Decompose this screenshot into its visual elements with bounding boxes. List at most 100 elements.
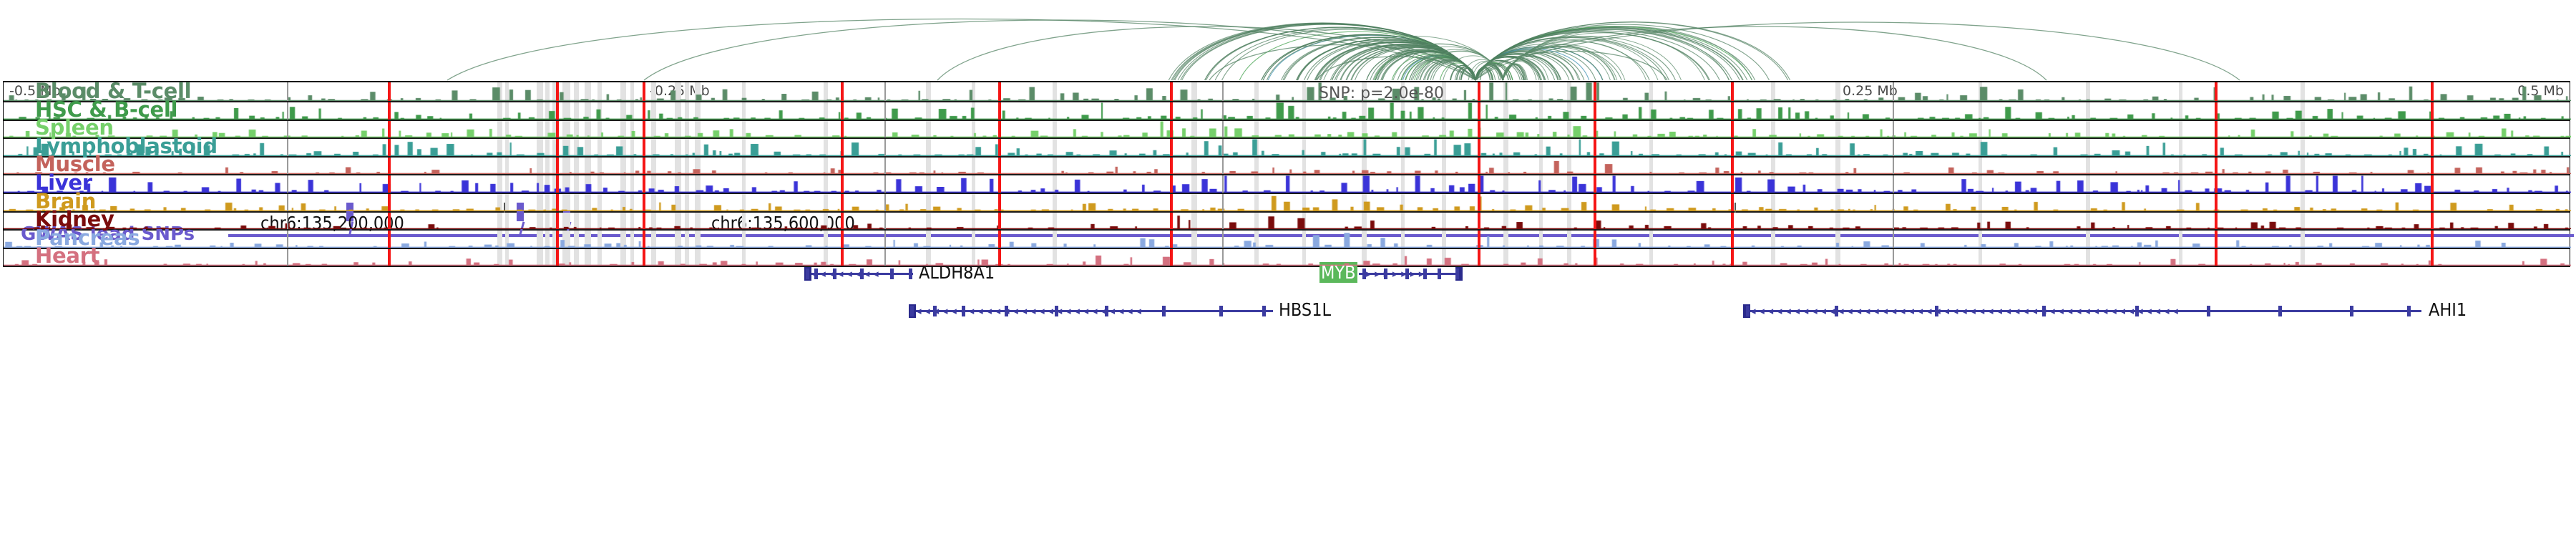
snp-marker-line <box>556 231 559 248</box>
snp-marker-line <box>388 102 391 120</box>
track-label: Brain <box>35 188 97 213</box>
gene-model[interactable]: ◂ ◂ ◂ ◂ ◂ ◂ ◂ ◂ ◂ ◂ ◂ ◂ ◂ ◂ ◂ ◂ ◂ ◂ ◂ ◂ … <box>3 299 2570 322</box>
exon-block <box>909 268 912 279</box>
exon-block <box>2350 306 2353 316</box>
snp-marker-line <box>1170 102 1173 120</box>
signal-track[interactable]: Kidney <box>3 209 2571 231</box>
snp-marker-line <box>556 157 559 175</box>
snp-marker-line <box>1478 120 1480 138</box>
gene-model[interactable]: ▸ ▸ ▸ ▸ ▸ ▸ ▸ MYB <box>3 262 2570 285</box>
snp-marker-line <box>1170 231 1173 248</box>
gwas-snp-tick[interactable] <box>563 203 570 221</box>
snp-marker-line <box>643 157 645 175</box>
snp-marker-line <box>998 248 1001 266</box>
gwas-snp-tick[interactable] <box>346 203 353 221</box>
snp-marker-line <box>1731 231 1734 248</box>
signal-track[interactable]: HSC & B-cell <box>3 99 2571 121</box>
exon-block <box>1423 268 1427 279</box>
snp-marker-line <box>1170 193 1173 211</box>
snp-marker-line <box>388 82 391 101</box>
snp-marker-line <box>643 212 645 230</box>
snp-marker-line <box>1170 157 1173 175</box>
snp-marker-line <box>998 102 1001 120</box>
signal-track[interactable]: Lymphoblastoid <box>3 135 2571 158</box>
snp-marker-line <box>1731 139 1734 156</box>
snp-marker-line <box>2215 175 2218 193</box>
signal-track[interactable]: Blood & T-cell SNP: p=2.0e-80 <box>3 81 2571 102</box>
snp-marker-line <box>388 193 391 211</box>
position-guide-line <box>1893 175 1894 193</box>
snp-marker-line <box>1731 175 1734 193</box>
signal-track[interactable]: Liver <box>3 172 2571 194</box>
snp-marker-line <box>1594 157 1596 175</box>
track-label: Muscle <box>35 152 115 177</box>
position-guide-line <box>287 120 288 138</box>
signal-track[interactable]: Heart <box>3 246 2571 268</box>
gene-strand-arrows: ◂ ◂ ◂ ◂ ◂ ◂ ◂ ◂ ◂ ◂ ◂ ◂ ◂ ◂ ◂ ◂ ◂ ◂ ◂ ◂ … <box>1750 304 2178 317</box>
exon-block <box>1935 306 1938 316</box>
gene-strand-arrows: ▸ ▸ ▸ ▸ ▸ ▸ ▸ <box>1366 267 1425 280</box>
gene-name-label[interactable]: AHI1 <box>2429 299 2467 320</box>
position-guide-line <box>884 139 886 156</box>
snp-marker-line <box>2431 175 2434 193</box>
signal-profile <box>4 120 2571 138</box>
snp-marker-line <box>1731 212 1734 230</box>
signal-track[interactable]: Muscle <box>3 154 2571 176</box>
exon-block <box>833 268 836 279</box>
snp-marker-line <box>2431 82 2434 101</box>
position-guide-line <box>1222 139 1224 156</box>
signal-profile <box>4 231 2571 248</box>
position-guide-line <box>1222 120 1224 138</box>
exon-block <box>2135 306 2139 316</box>
snp-marker-line <box>1170 248 1173 266</box>
signal-profile <box>4 193 2571 211</box>
signal-track[interactable]: Spleen <box>3 117 2571 140</box>
snp-marker-line <box>643 102 645 120</box>
snp-marker-line <box>2431 139 2434 156</box>
exon-block <box>1219 306 1223 316</box>
exon-block <box>962 306 965 316</box>
snp-marker-line <box>556 120 559 138</box>
signal-track[interactable]: Pancreas <box>3 227 2571 249</box>
position-guide-line <box>1893 212 1894 230</box>
snp-marker-line <box>388 139 391 156</box>
snp-pvalue-annotation: SNP: p=2.0e-80 <box>1319 84 1444 102</box>
snp-marker-line <box>2215 157 2218 175</box>
snp-marker-line <box>998 82 1001 101</box>
exon-block <box>1384 268 1387 279</box>
snp-marker-line <box>1170 120 1173 138</box>
gene-body-line <box>804 273 913 275</box>
position-guide-line <box>287 139 288 156</box>
gene-body-line <box>1359 273 1463 275</box>
position-guide-line <box>287 157 288 175</box>
gwas-snp-tick[interactable] <box>517 203 524 221</box>
snp-marker-line <box>556 139 559 156</box>
snp-marker-line <box>388 231 391 248</box>
gene-model[interactable]: ◂ ◂ ◂ ◂ ◂ ◂ ◂ ◂ ◂ ◂ ◂ ◂ ◂ ◂ ◂ ◂ ◂ ◂ ◂ ◂ … <box>3 299 2570 322</box>
snp-marker-line <box>2215 212 2218 230</box>
snp-marker-line <box>2215 120 2218 138</box>
snp-marker-line <box>1478 102 1480 120</box>
exon-block <box>1262 306 1266 316</box>
position-guide-line <box>1893 102 1894 120</box>
snp-marker-line <box>1731 120 1734 138</box>
gene-name-label[interactable]: HBS1L <box>1279 299 1332 320</box>
snp-marker-line <box>2215 193 2218 211</box>
snp-marker-line <box>1594 82 1596 101</box>
signal-profile <box>4 175 2571 193</box>
exon-block <box>1746 306 1750 316</box>
position-guide-line <box>884 120 886 138</box>
signal-track[interactable]: Brain <box>3 188 2571 213</box>
snp-marker-line <box>1478 139 1480 156</box>
snp-marker-line <box>556 102 559 120</box>
snp-marker-line <box>841 120 844 138</box>
snp-marker-line <box>2215 82 2218 101</box>
position-guide-line <box>1222 212 1224 230</box>
snp-marker-line <box>1731 82 1734 101</box>
snp-marker-line <box>388 212 391 230</box>
snp-marker-line <box>998 157 1001 175</box>
snp-marker-line <box>1594 212 1596 230</box>
snp-marker-line <box>841 193 844 211</box>
snp-marker-line <box>2215 248 2218 266</box>
position-guide-line <box>287 248 288 266</box>
